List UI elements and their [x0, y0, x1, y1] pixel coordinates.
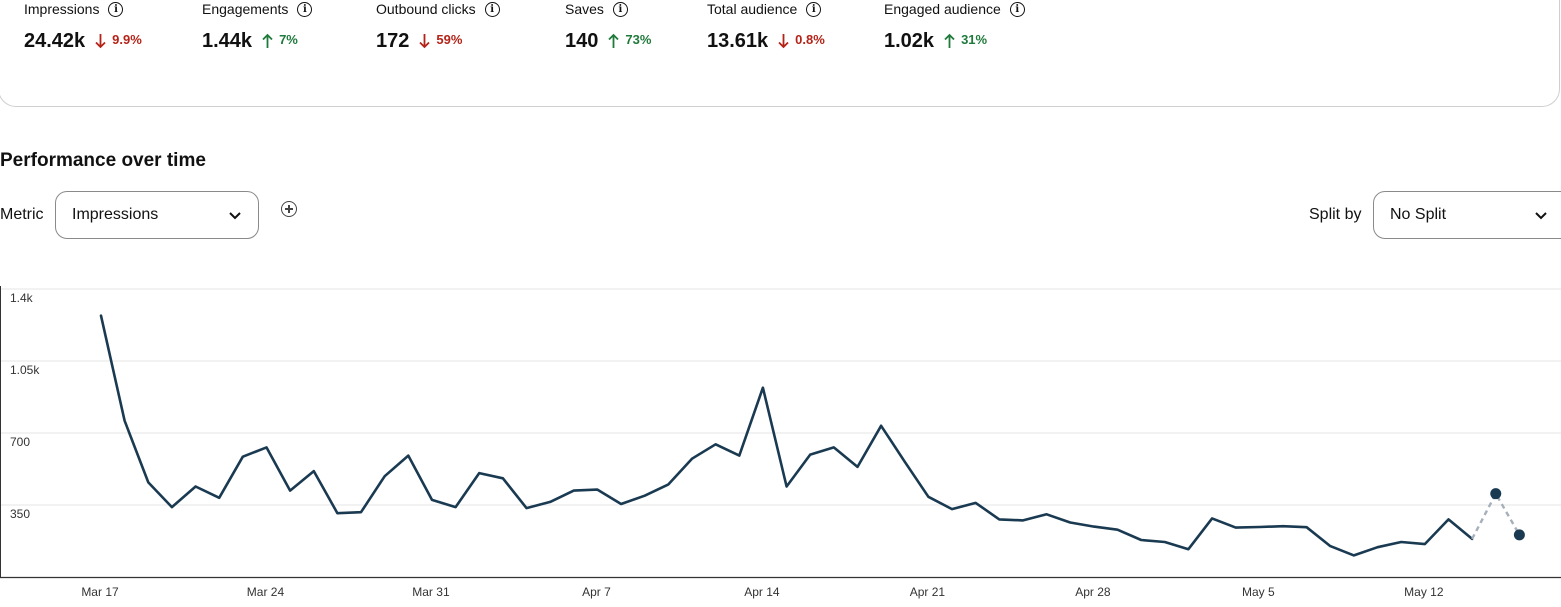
stat-change: 59% [436, 31, 463, 47]
y-tick-label: 1.05k [10, 363, 40, 377]
split-label: Split by [1309, 206, 1362, 223]
x-tick-label: Apr 21 [910, 585, 946, 599]
chevron-down-icon [229, 212, 241, 220]
stat-value: 140 [565, 30, 599, 52]
x-tick-label: May 5 [1242, 585, 1275, 599]
stat-label: Outbound clicks [376, 1, 476, 17]
projection-line [1471, 491, 1521, 540]
stats-card [0, 0, 1560, 107]
stat-value: 13.61k [707, 30, 769, 52]
x-tick-label: Apr 28 [1075, 585, 1111, 599]
split-select[interactable]: No Split [1373, 191, 1561, 239]
stat-change: 0.8% [795, 31, 825, 47]
x-tick-label: Mar 17 [81, 585, 119, 599]
stat-total-audience: Total audience i 13.61k 0.8% [707, 0, 825, 53]
stat-engagements: Engagements i 1.44k 7% [202, 0, 313, 53]
x-tick-label: Apr 7 [582, 585, 611, 599]
series-line [99, 314, 1474, 557]
arrow-up-icon [944, 33, 955, 48]
stat-label: Impressions [24, 1, 100, 17]
stat-value: 1.02k [884, 30, 935, 52]
trend-up: 73% [608, 31, 652, 48]
projection-point [1490, 488, 1502, 500]
x-tick-label: Apr 14 [744, 585, 780, 599]
trend-down: 0.8% [778, 31, 825, 49]
info-icon[interactable]: i [612, 1, 628, 17]
stat-impressions: Impressions i 24.42k 9.9% [24, 0, 142, 53]
arrow-up-icon [608, 33, 620, 48]
stat-engaged-audience: Engaged audience i 1.02k 31% [884, 0, 1025, 53]
arrow-down-icon [419, 34, 431, 49]
stat-label: Total audience [707, 1, 798, 17]
x-tick-label: Mar 24 [247, 585, 285, 599]
info-icon[interactable]: i [806, 1, 822, 17]
info-icon[interactable]: i [108, 1, 124, 17]
trend-down: 9.9% [95, 31, 142, 49]
arrow-down-icon [778, 34, 789, 49]
performance-chart: 350 700 1.05k 1.4k Mar 17 Mar 24 Mar 31 Apr 7 Ap… [0, 286, 1561, 599]
trend-down: 59% [419, 31, 463, 49]
stat-label: Saves [565, 1, 604, 17]
stat-label: Engagements [202, 1, 289, 17]
x-tick-label: Mar 31 [412, 585, 450, 599]
x-tick-label: May 12 [1404, 585, 1444, 599]
stat-change: 9.9% [112, 31, 142, 47]
stat-change: 7% [279, 31, 298, 47]
stat-value: 24.42k [24, 30, 86, 52]
split-select-value: No Split [1390, 206, 1447, 223]
metric-label: Metric [0, 206, 44, 223]
stat-label: Engaged audience [884, 1, 1001, 17]
stat-outbound-clicks: Outbound clicks i 172 59% [376, 0, 500, 53]
y-tick-label: 1.4k [10, 291, 34, 305]
section-title: Performance over time [0, 150, 206, 171]
stat-saves: Saves i 140 73% [565, 0, 651, 53]
stat-value: 172 [376, 30, 410, 52]
info-icon[interactable]: i [1009, 1, 1025, 17]
add-metric-icon[interactable] [281, 201, 297, 217]
metric-select-value: Impressions [72, 206, 159, 223]
y-tick-label: 700 [10, 435, 30, 449]
projection-point [1513, 529, 1525, 541]
stat-change: 31% [961, 31, 988, 47]
chevron-down-icon [1535, 212, 1547, 220]
stat-value: 1.44k [202, 30, 253, 52]
arrow-down-icon [95, 34, 106, 49]
y-tick-label: 350 [10, 507, 30, 521]
info-icon[interactable]: i [297, 1, 313, 17]
info-icon[interactable]: i [484, 1, 500, 17]
trend-up: 7% [262, 31, 298, 48]
arrow-up-icon [262, 33, 273, 48]
trend-up: 31% [944, 31, 988, 48]
stat-change: 73% [625, 31, 652, 47]
metric-select[interactable]: Impressions [55, 191, 259, 239]
